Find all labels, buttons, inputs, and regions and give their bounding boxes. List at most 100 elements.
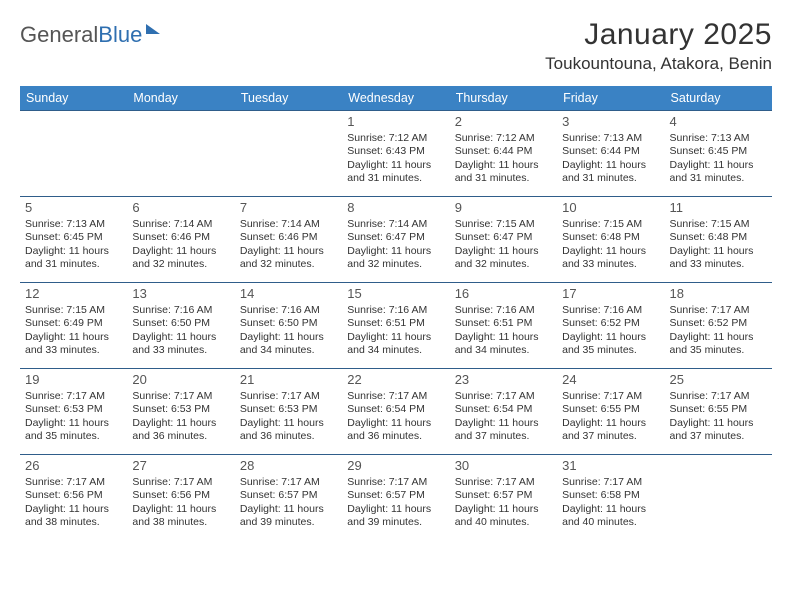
sunset-line: Sunset: 6:51 PM [455,317,552,330]
day-number: 3 [562,114,659,131]
daylight-line: Daylight: 11 hours and 34 minutes. [347,331,444,358]
daylight-line: Daylight: 11 hours and 32 minutes. [347,245,444,272]
weekday-row: SundayMondayTuesdayWednesdayThursdayFrid… [20,86,772,111]
calendar-empty-cell [127,111,234,197]
daylight-line: Daylight: 11 hours and 34 minutes. [455,331,552,358]
sunrise-line: Sunrise: 7:17 AM [25,476,122,489]
sunset-line: Sunset: 6:49 PM [25,317,122,330]
calendar-week-row: 19Sunrise: 7:17 AMSunset: 6:53 PMDayligh… [20,369,772,455]
day-number: 17 [562,286,659,303]
sunset-line: Sunset: 6:56 PM [132,489,229,502]
sunset-line: Sunset: 6:56 PM [25,489,122,502]
sunset-line: Sunset: 6:55 PM [670,403,767,416]
calendar-day-cell: 16Sunrise: 7:16 AMSunset: 6:51 PMDayligh… [450,283,557,369]
calendar-day-cell: 29Sunrise: 7:17 AMSunset: 6:57 PMDayligh… [342,455,449,541]
sunrise-line: Sunrise: 7:16 AM [562,304,659,317]
sunset-line: Sunset: 6:57 PM [240,489,337,502]
sunset-line: Sunset: 6:53 PM [25,403,122,416]
daylight-line: Daylight: 11 hours and 37 minutes. [455,417,552,444]
day-number: 25 [670,372,767,389]
weekday-header: Sunday [20,86,127,111]
calendar-day-cell: 17Sunrise: 7:16 AMSunset: 6:52 PMDayligh… [557,283,664,369]
day-number: 2 [455,114,552,131]
sunrise-line: Sunrise: 7:12 AM [347,132,444,145]
sunset-line: Sunset: 6:45 PM [25,231,122,244]
calendar-empty-cell [235,111,342,197]
daylight-line: Daylight: 11 hours and 32 minutes. [132,245,229,272]
daylight-line: Daylight: 11 hours and 33 minutes. [132,331,229,358]
sunrise-line: Sunrise: 7:14 AM [240,218,337,231]
day-number: 4 [670,114,767,131]
sunrise-line: Sunrise: 7:16 AM [132,304,229,317]
sunrise-line: Sunrise: 7:17 AM [240,390,337,403]
daylight-line: Daylight: 11 hours and 40 minutes. [455,503,552,530]
sunrise-line: Sunrise: 7:15 AM [562,218,659,231]
day-number: 29 [347,458,444,475]
daylight-line: Daylight: 11 hours and 36 minutes. [132,417,229,444]
daylight-line: Daylight: 11 hours and 39 minutes. [347,503,444,530]
sunrise-line: Sunrise: 7:17 AM [347,476,444,489]
sunrise-line: Sunrise: 7:17 AM [25,390,122,403]
day-number: 28 [240,458,337,475]
weekday-header: Saturday [665,86,772,111]
sunrise-line: Sunrise: 7:17 AM [670,304,767,317]
calendar-day-cell: 12Sunrise: 7:15 AMSunset: 6:49 PMDayligh… [20,283,127,369]
sunset-line: Sunset: 6:46 PM [240,231,337,244]
sunset-line: Sunset: 6:53 PM [240,403,337,416]
calendar-day-cell: 8Sunrise: 7:14 AMSunset: 6:47 PMDaylight… [342,197,449,283]
daylight-line: Daylight: 11 hours and 34 minutes. [240,331,337,358]
calendar-day-cell: 31Sunrise: 7:17 AMSunset: 6:58 PMDayligh… [557,455,664,541]
sunset-line: Sunset: 6:58 PM [562,489,659,502]
sunrise-line: Sunrise: 7:13 AM [562,132,659,145]
calendar-head: SundayMondayTuesdayWednesdayThursdayFrid… [20,86,772,111]
day-number: 12 [25,286,122,303]
daylight-line: Daylight: 11 hours and 40 minutes. [562,503,659,530]
sunrise-line: Sunrise: 7:17 AM [562,390,659,403]
daylight-line: Daylight: 11 hours and 31 minutes. [670,159,767,186]
calendar-title: January 2025 [545,18,772,52]
sunset-line: Sunset: 6:52 PM [670,317,767,330]
calendar-day-cell: 21Sunrise: 7:17 AMSunset: 6:53 PMDayligh… [235,369,342,455]
sunrise-line: Sunrise: 7:15 AM [455,218,552,231]
brand-part1: General [20,22,98,48]
calendar-day-cell: 14Sunrise: 7:16 AMSunset: 6:50 PMDayligh… [235,283,342,369]
day-number: 15 [347,286,444,303]
day-number: 7 [240,200,337,217]
day-number: 22 [347,372,444,389]
sunrise-line: Sunrise: 7:12 AM [455,132,552,145]
sunrise-line: Sunrise: 7:13 AM [670,132,767,145]
daylight-line: Daylight: 11 hours and 35 minutes. [25,417,122,444]
day-number: 9 [455,200,552,217]
daylight-line: Daylight: 11 hours and 33 minutes. [670,245,767,272]
sunrise-line: Sunrise: 7:17 AM [347,390,444,403]
calendar-empty-cell [665,455,772,541]
sunset-line: Sunset: 6:54 PM [455,403,552,416]
sunrise-line: Sunrise: 7:13 AM [25,218,122,231]
daylight-line: Daylight: 11 hours and 38 minutes. [132,503,229,530]
day-number: 6 [132,200,229,217]
day-number: 21 [240,372,337,389]
sunset-line: Sunset: 6:46 PM [132,231,229,244]
day-number: 20 [132,372,229,389]
calendar-day-cell: 25Sunrise: 7:17 AMSunset: 6:55 PMDayligh… [665,369,772,455]
daylight-line: Daylight: 11 hours and 36 minutes. [240,417,337,444]
day-number: 8 [347,200,444,217]
sunset-line: Sunset: 6:47 PM [455,231,552,244]
daylight-line: Daylight: 11 hours and 31 minutes. [455,159,552,186]
day-number: 19 [25,372,122,389]
day-number: 24 [562,372,659,389]
calendar-day-cell: 26Sunrise: 7:17 AMSunset: 6:56 PMDayligh… [20,455,127,541]
sunrise-line: Sunrise: 7:17 AM [455,476,552,489]
sunset-line: Sunset: 6:45 PM [670,145,767,158]
daylight-line: Daylight: 11 hours and 31 minutes. [562,159,659,186]
sunset-line: Sunset: 6:52 PM [562,317,659,330]
calendar-day-cell: 28Sunrise: 7:17 AMSunset: 6:57 PMDayligh… [235,455,342,541]
brand-triangle-icon [146,24,160,34]
sunset-line: Sunset: 6:55 PM [562,403,659,416]
daylight-line: Daylight: 11 hours and 37 minutes. [670,417,767,444]
daylight-line: Daylight: 11 hours and 33 minutes. [562,245,659,272]
weekday-header: Friday [557,86,664,111]
weekday-header: Monday [127,86,234,111]
calendar-day-cell: 13Sunrise: 7:16 AMSunset: 6:50 PMDayligh… [127,283,234,369]
weekday-header: Wednesday [342,86,449,111]
